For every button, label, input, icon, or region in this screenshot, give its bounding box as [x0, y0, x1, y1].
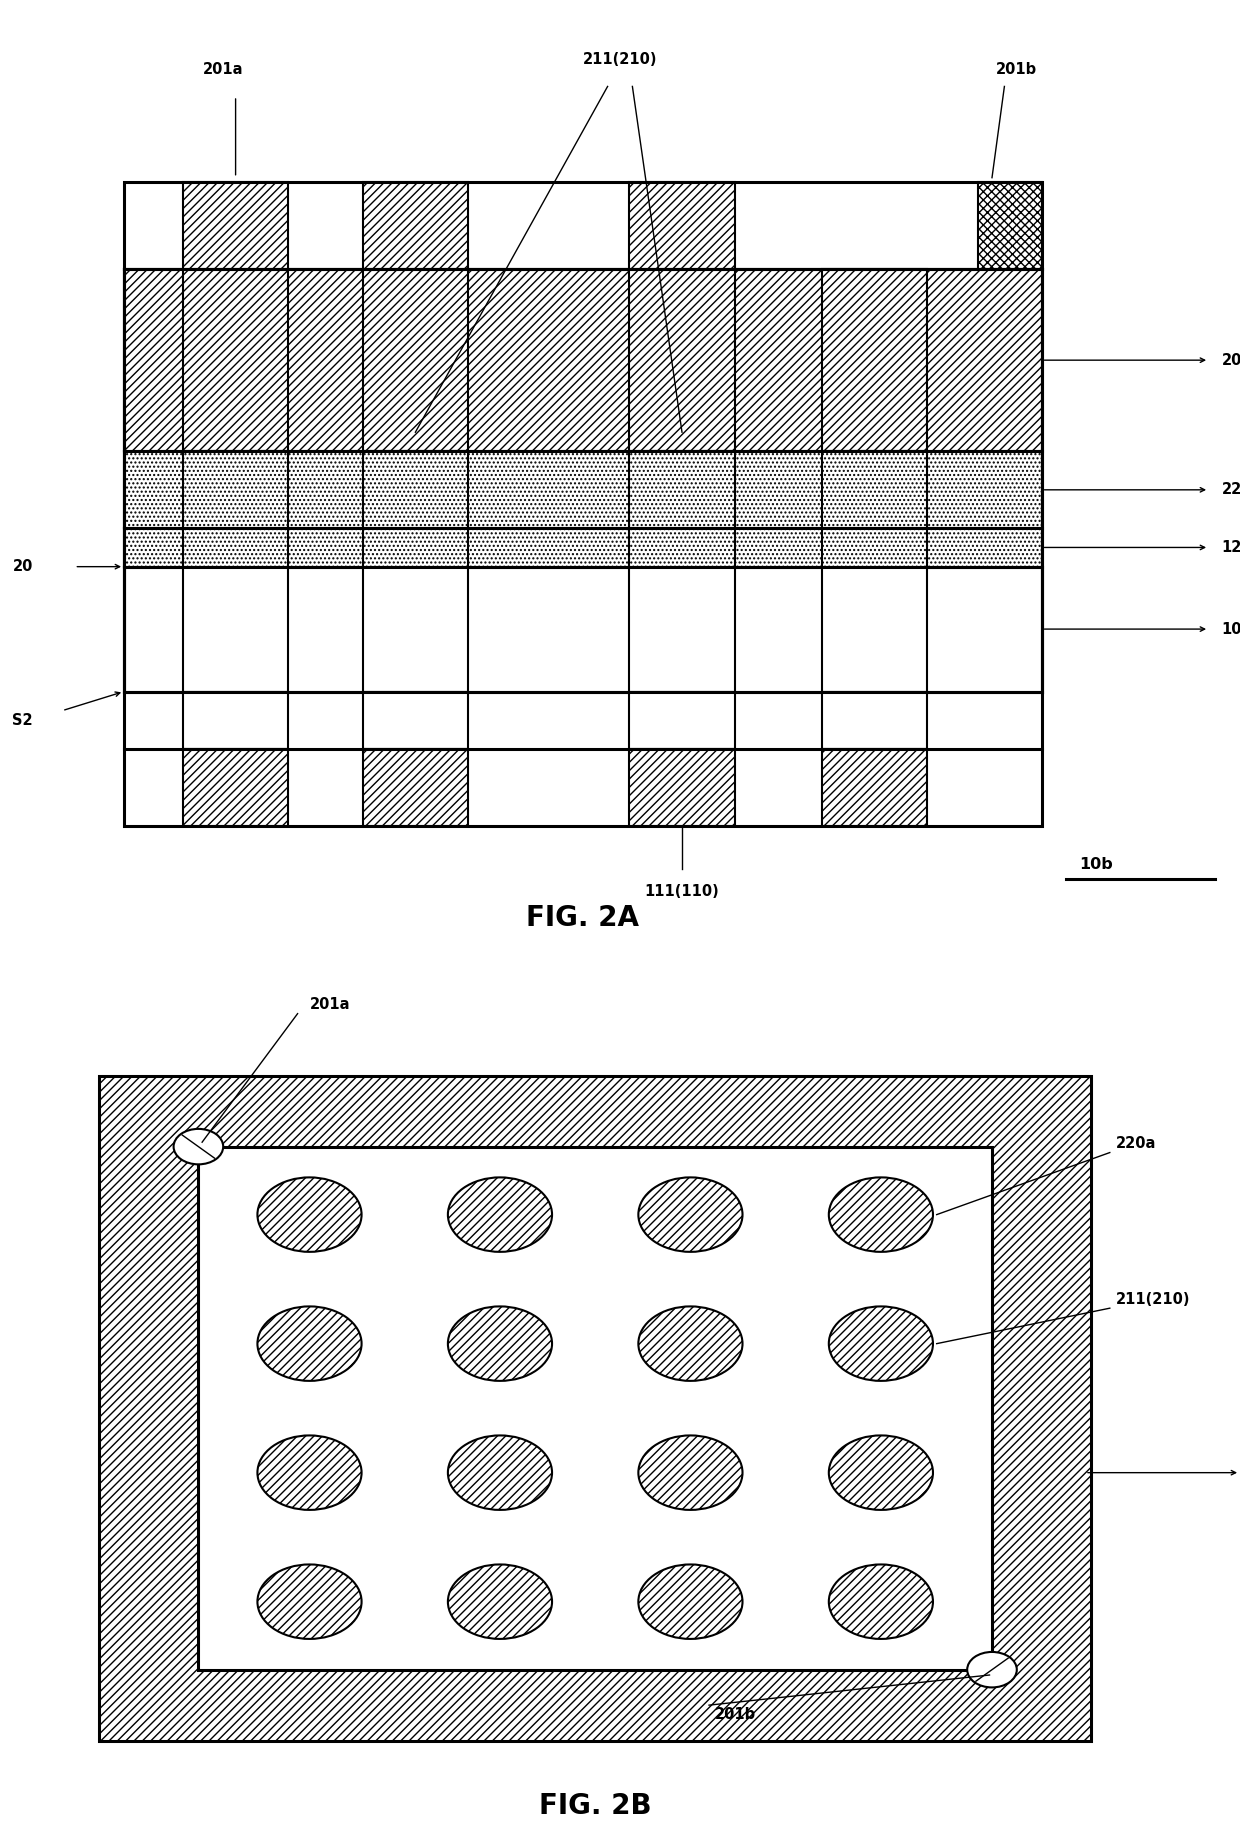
Bar	[184, 750, 288, 826]
Circle shape	[448, 1564, 552, 1638]
Bar	[124, 183, 1042, 826]
Bar	[821, 528, 926, 567]
Circle shape	[258, 1435, 362, 1509]
Text: 20: 20	[12, 560, 32, 574]
Circle shape	[448, 1306, 552, 1382]
Bar	[184, 691, 288, 750]
Text: 201b: 201b	[715, 1707, 756, 1721]
Text: 201a: 201a	[310, 997, 351, 1012]
Circle shape	[967, 1651, 1017, 1688]
Circle shape	[828, 1306, 932, 1382]
Circle shape	[828, 1564, 932, 1638]
Text: 100a: 100a	[1221, 622, 1240, 637]
Bar	[362, 270, 469, 451]
Bar	[99, 1075, 1091, 1740]
Bar	[630, 567, 734, 691]
Bar	[184, 451, 288, 528]
Bar	[362, 183, 469, 270]
Text: 211(210): 211(210)	[583, 52, 657, 66]
Text: 10b: 10b	[1079, 857, 1112, 872]
Bar	[630, 451, 734, 528]
Circle shape	[448, 1435, 552, 1509]
Bar	[630, 528, 734, 567]
Text: 201b: 201b	[996, 61, 1038, 78]
Bar	[124, 528, 1042, 567]
Circle shape	[258, 1564, 362, 1638]
Bar	[184, 528, 288, 567]
Bar	[362, 567, 469, 691]
Bar	[821, 691, 926, 750]
Circle shape	[639, 1564, 743, 1638]
Bar	[821, 750, 926, 826]
Circle shape	[639, 1435, 743, 1509]
Circle shape	[828, 1177, 932, 1252]
Bar	[124, 270, 1042, 451]
Text: 111(110): 111(110)	[645, 883, 719, 899]
Circle shape	[174, 1129, 223, 1164]
Text: FIG. 2B: FIG. 2B	[539, 1792, 651, 1821]
Circle shape	[258, 1177, 362, 1252]
Bar	[630, 270, 734, 451]
Text: FIG. 2A: FIG. 2A	[526, 903, 640, 931]
Circle shape	[258, 1306, 362, 1382]
Bar	[362, 691, 469, 750]
Bar	[184, 270, 288, 451]
Text: S2: S2	[12, 713, 33, 728]
Bar	[362, 750, 469, 826]
Circle shape	[448, 1177, 552, 1252]
Bar	[362, 528, 469, 567]
Bar	[630, 691, 734, 750]
Bar	[124, 451, 1042, 528]
Bar	[124, 567, 1042, 691]
Bar	[184, 183, 288, 270]
Bar	[362, 451, 469, 528]
Text: 120a: 120a	[1221, 539, 1240, 554]
Bar	[821, 567, 926, 691]
Bar	[821, 270, 926, 451]
Circle shape	[828, 1435, 932, 1509]
Bar	[184, 567, 288, 691]
Text: 200b: 200b	[1221, 353, 1240, 368]
Bar	[630, 183, 734, 270]
Circle shape	[639, 1177, 743, 1252]
Text: 201a: 201a	[203, 61, 243, 78]
Bar	[821, 451, 926, 528]
Bar	[198, 1147, 992, 1670]
Text: 220a: 220a	[1116, 1136, 1157, 1151]
Bar	[630, 750, 734, 826]
Circle shape	[639, 1306, 743, 1382]
Text: 211(210): 211(210)	[1116, 1291, 1190, 1308]
Text: 220a: 220a	[1221, 482, 1240, 497]
Bar	[978, 183, 1042, 270]
